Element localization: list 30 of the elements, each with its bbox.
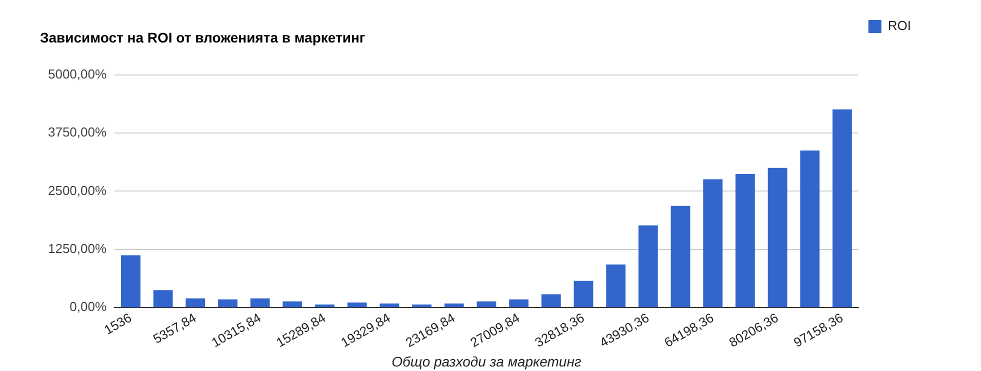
- bar: [703, 179, 723, 308]
- bar: [250, 298, 270, 308]
- bar: [541, 294, 561, 308]
- bar: [606, 264, 626, 308]
- bar: [832, 109, 852, 308]
- bar: [412, 304, 432, 308]
- bar: [509, 299, 529, 308]
- y-tick-label: 3750,00%: [48, 124, 107, 140]
- bar: [476, 301, 496, 308]
- y-tick-label: 2500,00%: [48, 182, 107, 198]
- bar: [380, 303, 400, 308]
- bar: [186, 298, 206, 308]
- bar: [153, 290, 173, 308]
- y-tick-label: 5000,00%: [48, 66, 107, 82]
- chart-title: Зависимост на ROI от вложенията в маркетинг: [40, 29, 366, 46]
- bar: [121, 255, 140, 308]
- bar: [574, 280, 594, 308]
- bar: [735, 174, 755, 308]
- bar: [315, 304, 334, 308]
- bar: [218, 299, 238, 308]
- bar: [444, 303, 464, 308]
- bar: [638, 225, 658, 308]
- bar: [347, 302, 367, 308]
- bar: [670, 206, 690, 308]
- y-tick-label: 1250,00%: [48, 240, 107, 256]
- bar: [282, 301, 302, 308]
- bar: [800, 150, 820, 308]
- bar: [768, 168, 788, 308]
- legend-label: ROI: [888, 18, 912, 34]
- x-axis-title: Общо разходи за маркетинг: [392, 353, 582, 370]
